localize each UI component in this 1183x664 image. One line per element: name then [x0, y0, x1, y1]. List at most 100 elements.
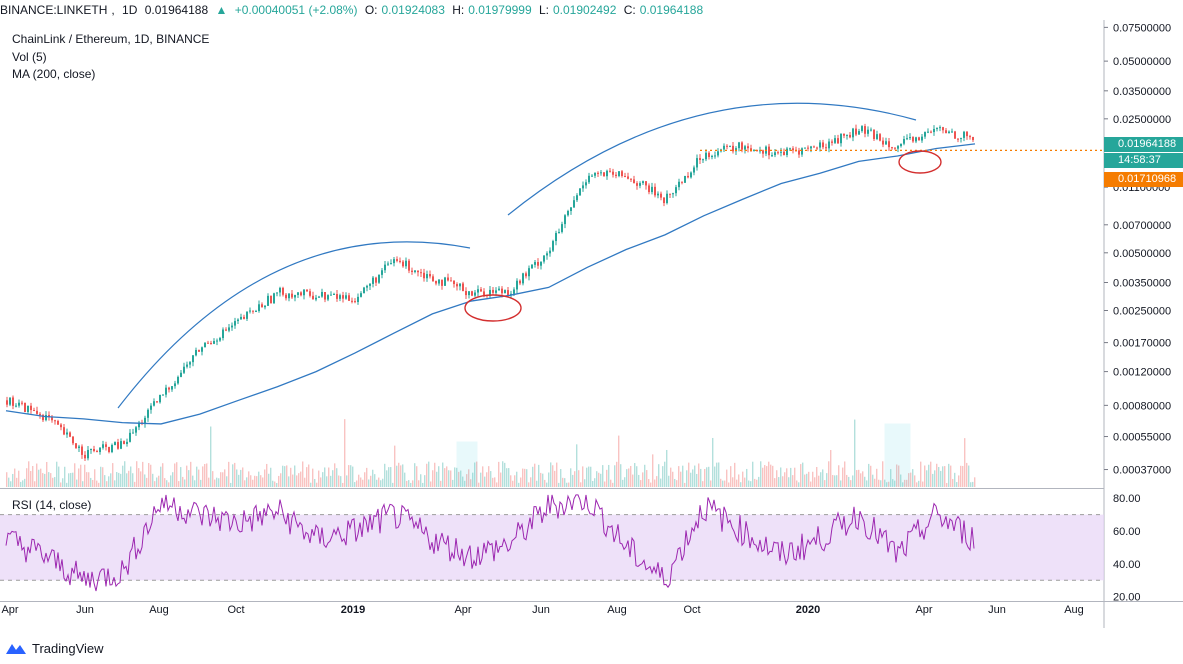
- volume-bar: [500, 472, 502, 487]
- volume-bar: [520, 477, 522, 487]
- tradingview-icon: [6, 644, 26, 654]
- volume-bar: [108, 476, 110, 487]
- candle-body: [162, 394, 164, 396]
- volume-highlight-box[interactable]: [884, 423, 911, 487]
- volume-bar: [78, 468, 80, 487]
- candle-body: [942, 127, 944, 131]
- volume-bar: [146, 477, 148, 487]
- volume-bar: [240, 469, 242, 487]
- countdown-tag: 14:58:37: [1104, 153, 1183, 168]
- price-axis-label: 0.00170000: [1113, 338, 1171, 350]
- volume-legend[interactable]: Vol (5): [12, 50, 47, 64]
- volume-bar: [602, 465, 604, 487]
- volume-bar: [44, 473, 46, 487]
- volume-bar: [388, 467, 390, 487]
- candle-body: [873, 129, 875, 140]
- volume-bar: [840, 480, 842, 487]
- volume-bar: [428, 461, 430, 487]
- tradingview-logo[interactable]: TradingView: [6, 638, 104, 658]
- volume-bar: [506, 468, 508, 487]
- volume-bar: [962, 465, 964, 487]
- rsi-legend[interactable]: RSI (14, close): [12, 498, 92, 512]
- volume-bar: [114, 480, 116, 487]
- chart-title[interactable]: ChainLink / Ethereum, 1D, BINANCE: [12, 32, 210, 46]
- volume-bar: [580, 482, 582, 487]
- volume-bar: [86, 472, 88, 487]
- volume-bar: [870, 465, 872, 487]
- volume-bar: [546, 482, 548, 487]
- volume-bar: [868, 463, 870, 487]
- candle-body: [915, 137, 917, 142]
- volume-bar: [690, 472, 692, 487]
- volume-bar: [364, 472, 366, 487]
- volume-bar: [154, 481, 156, 487]
- volume-bar: [648, 479, 650, 487]
- candle-body: [633, 179, 635, 184]
- rsi-line: [5, 494, 975, 592]
- volume-bar: [592, 480, 594, 487]
- candle-body: [327, 295, 329, 300]
- volume-bar: [372, 469, 374, 487]
- volume-bar: [436, 471, 438, 487]
- volume-bar: [166, 480, 168, 487]
- candle-body: [294, 294, 296, 298]
- annotation-arc[interactable]: [117, 241, 471, 409]
- candle-body: [342, 295, 344, 299]
- volume-bar: [544, 479, 546, 487]
- volume-bar: [476, 461, 478, 487]
- interval-label[interactable]: 1D: [122, 3, 138, 17]
- candle-body: [438, 279, 440, 284]
- annotation-circle[interactable]: [898, 150, 942, 174]
- candle-body: [87, 449, 89, 459]
- volume-bar: [704, 468, 706, 487]
- candle-body: [744, 146, 746, 150]
- candle-body: [597, 172, 599, 174]
- volume-bar: [310, 482, 312, 487]
- candle-body: [390, 263, 392, 265]
- volume-bar: [886, 482, 888, 487]
- volume-bar: [126, 473, 128, 487]
- volume-highlight-box[interactable]: [456, 441, 478, 487]
- volume-bar: [640, 480, 642, 487]
- annotation-arc[interactable]: [507, 102, 917, 216]
- volume-bar: [412, 480, 414, 487]
- volume-bar: [672, 471, 674, 487]
- ma-legend[interactable]: MA (200, close): [12, 67, 96, 81]
- time-axis-label: Jun: [988, 604, 1006, 616]
- volume-bar: [952, 478, 954, 487]
- candle-body: [351, 300, 353, 302]
- rsi-axis-label: 20.00: [1113, 592, 1141, 604]
- symbol-label[interactable]: BINANCE:LINKETH: [0, 3, 108, 17]
- candle-body: [912, 137, 914, 142]
- volume-bar: [214, 479, 216, 487]
- volume-bar: [726, 469, 728, 487]
- volume-bar: [804, 474, 806, 487]
- annotation-circle[interactable]: [464, 294, 522, 322]
- candle-body: [114, 442, 116, 445]
- volume-bar: [816, 467, 818, 487]
- candle-body: [186, 364, 188, 367]
- candle-body: [129, 432, 131, 442]
- volume-bar: [368, 479, 370, 487]
- candle-body: [531, 264, 533, 269]
- candle-body: [972, 136, 974, 141]
- candle-body: [567, 211, 569, 216]
- candle-body: [621, 171, 623, 176]
- volume-bar: [724, 480, 726, 487]
- candle-body: [750, 148, 752, 151]
- volume-bar: [460, 470, 462, 487]
- volume-bar: [72, 472, 74, 487]
- volume-bar: [30, 470, 32, 487]
- candle-body: [843, 133, 845, 136]
- volume-bar: [218, 478, 220, 487]
- candle-body: [636, 183, 638, 186]
- volume-bar: [832, 475, 834, 487]
- volume-bar: [464, 480, 466, 487]
- volume-bar: [740, 482, 742, 487]
- volume-bar: [260, 475, 262, 487]
- volume-bar: [654, 479, 656, 487]
- volume-bar: [40, 468, 42, 487]
- volume-bar: [206, 463, 208, 487]
- volume-bar: [652, 454, 654, 487]
